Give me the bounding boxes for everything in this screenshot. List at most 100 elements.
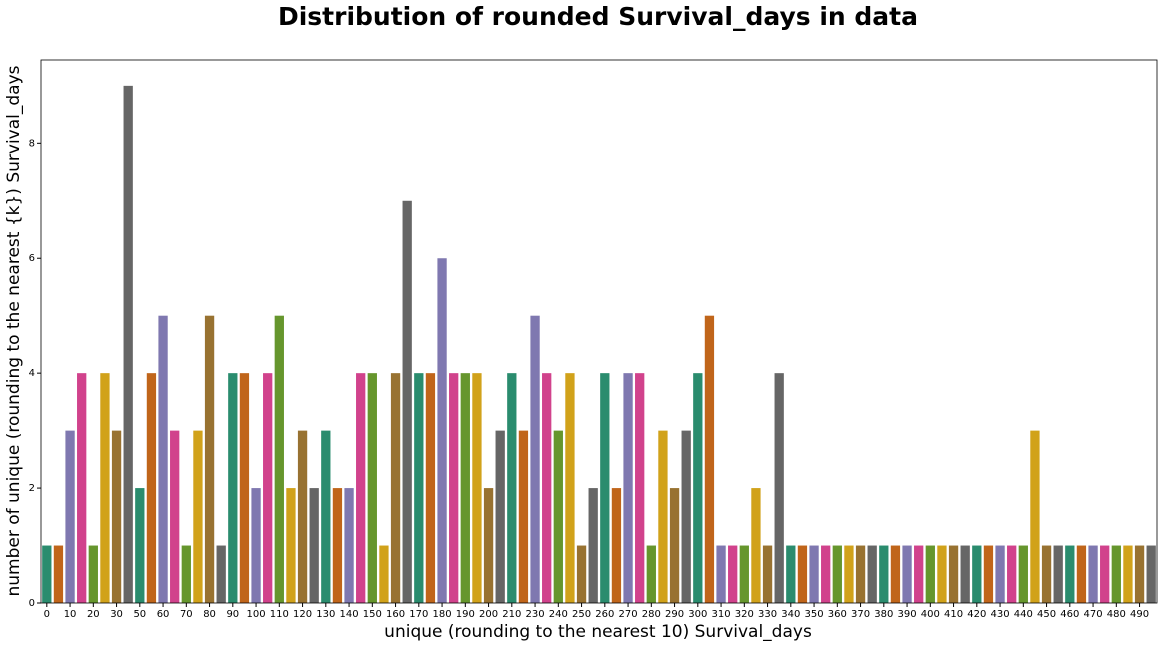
bar <box>321 430 331 603</box>
bar <box>251 488 261 603</box>
x-tick-label: 150 <box>363 609 382 620</box>
x-tick-label: 80 <box>203 609 216 620</box>
bar <box>716 545 726 603</box>
bar <box>983 545 994 603</box>
bar <box>867 545 877 603</box>
bar <box>239 373 250 603</box>
bar <box>425 373 436 603</box>
y-tick-label: 6 <box>29 253 35 264</box>
bar <box>193 430 203 603</box>
x-tick-label: 360 <box>828 609 847 620</box>
bar <box>472 373 482 603</box>
y-tick-label: 8 <box>29 138 35 149</box>
bar <box>204 315 215 603</box>
bar <box>704 315 715 603</box>
bar <box>786 545 796 603</box>
bar <box>507 373 517 603</box>
x-tick-label: 420 <box>967 609 986 620</box>
x-tick-label: 210 <box>502 609 521 620</box>
chart-title: Distribution of rounded Survival_days in… <box>278 2 918 31</box>
x-tick-label: 50 <box>133 609 146 620</box>
bar <box>669 488 680 603</box>
bar <box>623 373 633 603</box>
bar <box>995 545 1005 603</box>
bar <box>972 545 982 603</box>
bar <box>77 373 87 603</box>
y-tick-label: 0 <box>29 598 35 609</box>
x-tick-label: 350 <box>805 609 824 620</box>
bar <box>762 545 773 603</box>
x-tick-label: 90 <box>226 609 239 620</box>
bar <box>495 430 505 603</box>
bar <box>181 545 191 603</box>
bar <box>367 373 377 603</box>
bar <box>646 545 656 603</box>
bar <box>948 545 959 603</box>
plot-frame <box>40 59 1158 604</box>
bar <box>588 488 598 603</box>
bar <box>216 545 226 603</box>
bar <box>297 430 308 603</box>
bar <box>565 373 575 603</box>
x-tick-label: 170 <box>409 609 428 620</box>
bar <box>309 488 319 603</box>
bar <box>1018 545 1028 603</box>
x-tick-label: 310 <box>712 609 731 620</box>
x-tick-label: 230 <box>526 609 545 620</box>
x-tick-label: 270 <box>619 609 638 620</box>
x-tick-label: 280 <box>642 609 661 620</box>
x-tick-label: 320 <box>735 609 754 620</box>
bar <box>728 545 738 603</box>
bar <box>123 85 133 604</box>
x-axis-label: unique (rounding to the nearest 10) Surv… <box>384 622 812 642</box>
bar <box>832 545 842 603</box>
y-tick-label: 2 <box>29 483 35 494</box>
bar <box>332 488 343 603</box>
bar <box>1088 545 1098 603</box>
bar <box>797 545 808 603</box>
bar <box>844 545 854 603</box>
x-tick-label: 290 <box>665 609 684 620</box>
bar <box>1111 545 1121 603</box>
bar <box>1100 545 1110 603</box>
x-tick-label: 460 <box>1060 609 1079 620</box>
bar <box>344 488 354 603</box>
bar <box>356 373 366 603</box>
x-tick-label: 30 <box>110 609 123 620</box>
bar <box>518 430 529 603</box>
y-axis-label: number of unique (rounding to the neares… <box>4 65 24 596</box>
bar <box>739 545 749 603</box>
x-tick-label: 180 <box>433 609 452 620</box>
bar <box>937 545 947 603</box>
bar <box>530 315 540 603</box>
bar <box>902 545 912 603</box>
y-tick-label: 4 <box>29 368 35 379</box>
x-tick-label: 330 <box>758 609 777 620</box>
bar <box>414 373 424 603</box>
bar <box>53 545 64 603</box>
bar <box>158 315 168 603</box>
bar <box>611 488 622 603</box>
bar <box>274 315 284 603</box>
bar <box>1134 545 1145 603</box>
x-tick-label: 0 <box>44 609 50 620</box>
x-tick-label: 10 <box>64 609 77 620</box>
bar <box>1076 545 1087 603</box>
bar <box>170 430 180 603</box>
bar <box>693 373 703 603</box>
x-tick-label: 70 <box>180 609 193 620</box>
bar <box>1123 545 1133 603</box>
bar <box>1065 545 1075 603</box>
x-tick-label: 190 <box>456 609 475 620</box>
bar <box>111 430 122 603</box>
bar <box>100 373 110 603</box>
bar <box>879 545 889 603</box>
bar <box>821 545 831 603</box>
bar <box>774 373 784 603</box>
bar <box>379 545 389 603</box>
bar <box>658 430 668 603</box>
bar <box>809 545 819 603</box>
bar <box>146 373 157 603</box>
bar <box>960 545 970 603</box>
